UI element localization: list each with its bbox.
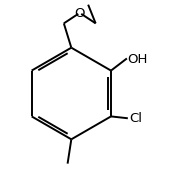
Text: O: O xyxy=(74,7,85,20)
Text: Cl: Cl xyxy=(129,112,142,125)
Text: OH: OH xyxy=(127,53,147,66)
